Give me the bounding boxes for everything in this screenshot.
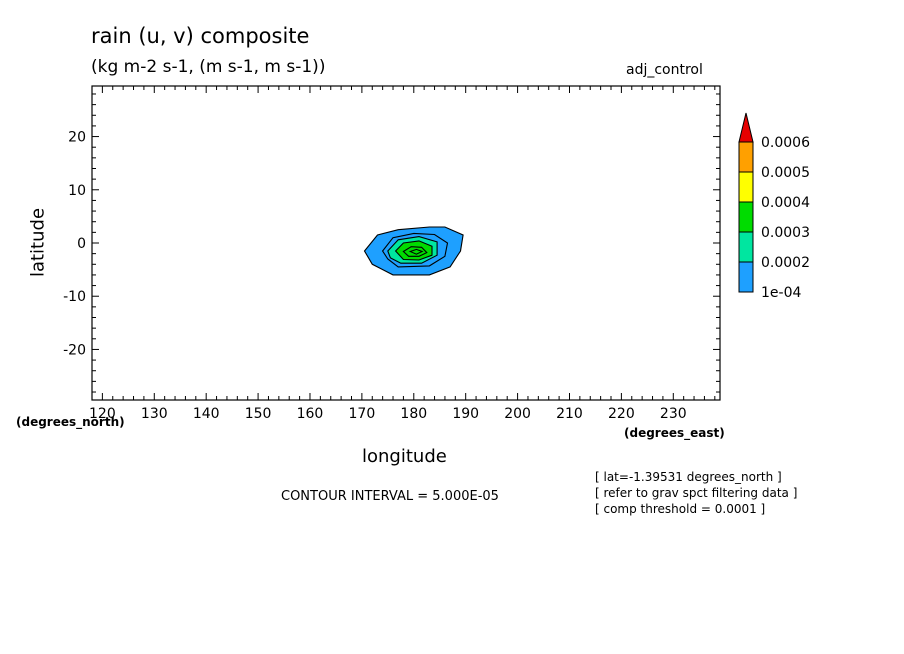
y-units-label: (degrees_north) <box>16 415 125 429</box>
x-tick-label: 150 <box>245 406 272 422</box>
contour-level-5 <box>408 248 424 255</box>
x-tick-label: 130 <box>141 406 168 422</box>
x-units-label: (degrees_east) <box>624 426 725 440</box>
x-tick-label: 140 <box>193 406 220 422</box>
x-tick-label: 160 <box>297 406 324 422</box>
x-axis-ticks: 120 130 140 150 160 170 180 190 200 210 220 230 <box>89 86 716 422</box>
y-axis-label: latitude <box>27 207 49 278</box>
colorbar-label: 0.0002 <box>761 255 810 271</box>
x-tick-label: 200 <box>504 406 531 422</box>
colorbar: 1e-04 0.0002 0.0003 0.0004 0.0005 0.0006 <box>738 112 810 301</box>
note-threshold: [ comp threshold = 0.0001 ] <box>595 502 766 516</box>
contour-interval: CONTOUR INTERVAL = 5.000E-05 <box>281 489 499 504</box>
colorbar-box <box>738 141 754 173</box>
colorbar-box <box>738 261 754 293</box>
experiment-label: adj_control <box>626 62 703 78</box>
y-axis-ticks: 20 10 0 -10 -20 <box>63 93 720 393</box>
chart-subtitle: (kg m-2 s-1, (m s-1, m s-1)) <box>91 57 326 77</box>
colorbar-label: 0.0004 <box>761 195 810 211</box>
colorbar-label: 1e-04 <box>761 285 801 301</box>
y-tick-label: -10 <box>63 289 86 305</box>
x-tick-label: 170 <box>349 406 376 422</box>
colorbar-label: 0.0006 <box>761 135 810 151</box>
contour-fills <box>363 226 464 276</box>
y-tick-label: -20 <box>63 342 86 358</box>
colorbar-label: 0.0003 <box>761 225 810 241</box>
x-tick-label: 180 <box>400 406 427 422</box>
colorbar-label: 0.0005 <box>761 165 810 181</box>
y-tick-label: 0 <box>77 236 86 252</box>
colorbar-box <box>738 201 754 233</box>
y-tick-label: 10 <box>68 183 86 199</box>
x-tick-label: 190 <box>452 406 479 422</box>
x-tick-label: 220 <box>608 406 635 422</box>
colorbar-box <box>738 171 754 203</box>
x-tick-label: 230 <box>660 406 687 422</box>
colorbar-box <box>738 231 754 263</box>
note-filtering: [ refer to grav spct filtering data ] <box>595 486 798 500</box>
y-tick-label: 20 <box>68 130 86 146</box>
note-lat: [ lat=-1.39531 degrees_north ] <box>595 470 782 484</box>
x-tick-label: 120 <box>89 406 116 422</box>
colorbar-arrow <box>738 112 754 143</box>
x-tick-label: 210 <box>556 406 583 422</box>
chart-title: rain (u, v) composite <box>91 24 310 48</box>
x-axis-label: longitude <box>362 446 447 467</box>
